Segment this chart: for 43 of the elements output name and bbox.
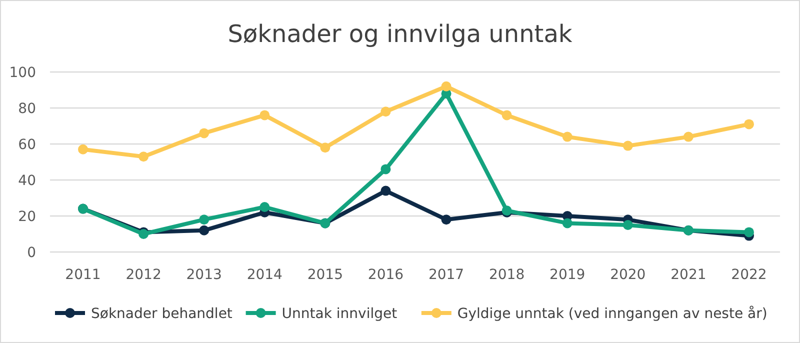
point <box>562 132 572 142</box>
point <box>199 225 210 236</box>
point <box>562 218 572 228</box>
point <box>380 164 391 174</box>
chart-title: Søknader og innvilga unntak <box>228 20 572 48</box>
point <box>502 110 512 120</box>
point <box>683 132 694 142</box>
point <box>199 214 210 225</box>
x-tick-label: 2014 <box>246 267 283 283</box>
point <box>260 202 270 212</box>
y-tick-label: 0 <box>27 245 36 261</box>
x-tick-label: 2011 <box>65 267 101 283</box>
x-tick-label: 2017 <box>428 267 464 283</box>
y-tick-label: 100 <box>9 65 36 81</box>
point <box>138 152 149 162</box>
point <box>380 106 391 117</box>
legend-label: Unntak innvilget <box>282 306 398 322</box>
x-tick-label: 2018 <box>489 267 525 283</box>
point <box>199 128 210 138</box>
point <box>744 119 754 130</box>
x-tick-label: 2021 <box>670 267 706 283</box>
point <box>380 186 391 196</box>
point <box>744 227 754 238</box>
y-tick-label: 20 <box>18 209 36 225</box>
point <box>441 81 452 92</box>
x-tick-label: 2013 <box>186 267 222 283</box>
x-tick-label: 2015 <box>307 267 343 283</box>
y-tick-label: 60 <box>18 137 36 153</box>
point <box>441 214 452 225</box>
point <box>78 144 88 154</box>
x-tick-label: 2020 <box>610 267 646 283</box>
y-tick-label: 40 <box>18 173 36 189</box>
x-tick-label: 2012 <box>126 267 162 283</box>
point <box>260 110 270 120</box>
x-tick-label: 2022 <box>731 267 767 283</box>
point <box>622 140 633 151</box>
legend-label: Gyldige unntak (ved inngangen av neste år) <box>457 305 768 322</box>
point <box>320 142 330 153</box>
x-tick-label: 2019 <box>550 267 586 283</box>
y-tick-label: 80 <box>18 101 36 117</box>
legend-label: Søknader behandlet <box>91 306 233 322</box>
point <box>622 220 633 230</box>
x-tick-label: 2016 <box>368 267 404 283</box>
